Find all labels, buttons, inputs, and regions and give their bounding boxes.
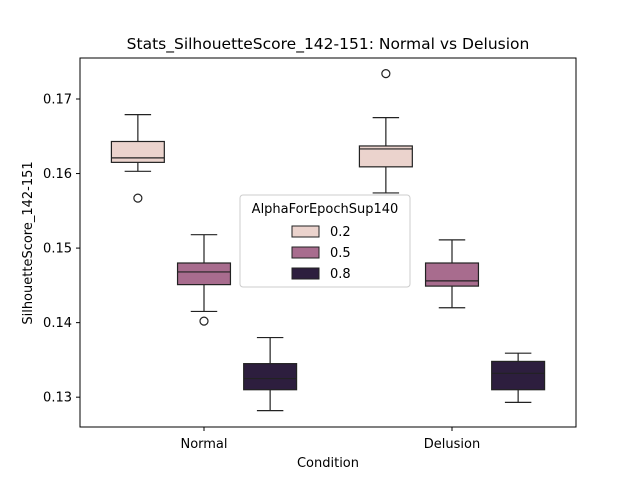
legend-box [239,194,411,288]
legend-label-0.5: 0.5 [330,246,351,261]
chart-marks [110,69,546,412]
x-axis-title: Condition [297,456,359,471]
y-tick-label: 0.16 [43,167,72,182]
x-tick-label: Normal [180,437,227,452]
y-tick-label: 0.17 [43,93,72,108]
box-delusion-0.8 [491,352,546,403]
box-delusion-0.5 [424,239,480,309]
box-normal-0.2 [110,114,165,203]
y-axis-title: SilhouetteScore_142-151 [21,161,36,324]
legend-label-0.2: 0.2 [330,225,351,240]
chart-title: Stats_SilhouetteScore_142-151: Normal vs… [127,35,530,54]
box-normal-0.5 [176,234,232,326]
outlier-point [133,193,143,203]
box-body [110,140,165,163]
outlier-point [381,69,391,79]
legend-title: AlphaForEpochSup140 [252,202,399,217]
x-axis: Normal Delusion [180,427,480,452]
plot-area [79,57,577,428]
box-normal-0.8 [243,336,298,412]
y-tick-label: 0.15 [43,242,72,257]
legend: AlphaForEpochSup140 0.2 0.5 0.8 [239,194,411,288]
box-body [358,145,413,168]
box-body [424,262,480,287]
legend-swatch-0.5 [291,246,320,259]
y-tick-label: 0.14 [43,316,72,331]
outlier-point [199,316,209,326]
box-body [176,262,232,286]
legend-swatch-0.2 [291,225,320,238]
box-body [243,363,298,391]
legend-label-0.8: 0.8 [330,267,351,282]
y-axis: 0.13 0.14 0.15 0.16 0.17 [43,93,80,406]
box-delusion-0.2 [358,69,413,194]
x-tick-label: Delusion [424,437,480,452]
box-body [491,360,546,391]
y-tick-label: 0.13 [43,391,72,406]
legend-swatch-0.8 [291,267,320,280]
